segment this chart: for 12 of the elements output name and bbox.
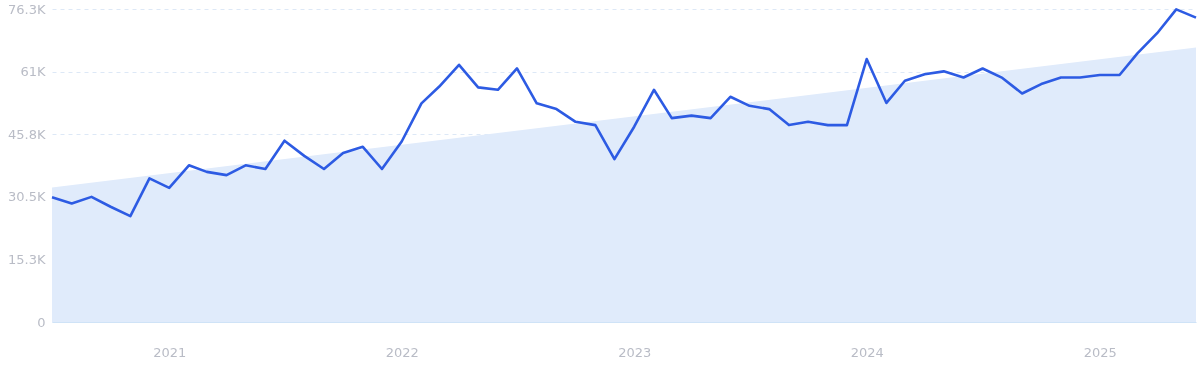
y-tick-label: 61K: [20, 64, 46, 80]
y-tick-label: 30.5K: [8, 189, 46, 205]
y-tick-label: 45.8K: [8, 126, 46, 142]
y-tick-label: 76.3K: [8, 1, 46, 17]
y-tick-label: 0: [37, 314, 46, 330]
x-tick-label: 2023: [618, 344, 652, 360]
y-tick-label: 15.3K: [8, 251, 46, 267]
x-tick-label: 2022: [385, 344, 419, 360]
x-tick-label: 2024: [850, 344, 884, 360]
x-tick-label: 2025: [1083, 344, 1117, 360]
x-tick-label: 2021: [153, 344, 187, 360]
line-series: [50, 8, 1198, 218]
